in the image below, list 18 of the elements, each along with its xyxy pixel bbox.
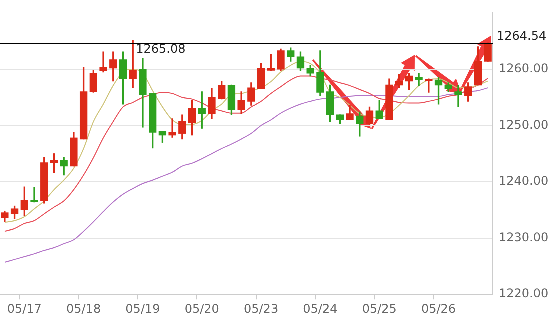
y-tick-label: 1250.00 — [499, 118, 549, 132]
x-tick-label: 05/20 — [184, 302, 220, 316]
annotation: 1265.08 — [136, 42, 186, 56]
y-tick-label: 1230.00 — [499, 230, 549, 244]
x-tick-label: 05/19 — [126, 302, 160, 316]
x-tick-label: 05/18 — [66, 302, 102, 316]
x-tick-label: 05/24 — [303, 302, 338, 316]
candlestick — [168, 118, 176, 138]
candlestick — [454, 85, 462, 108]
x-tick-label: 05/23 — [244, 302, 279, 316]
x-tick-label: 05/25 — [362, 302, 397, 316]
y-tick-label: 1260.00 — [499, 62, 549, 76]
y-tick-label: 1220.00 — [499, 286, 549, 301]
y-tick-label: 1240.00 — [499, 174, 549, 188]
x-tick-label: 05/17 — [7, 302, 42, 316]
candlestick — [100, 52, 108, 73]
ref-line-label: 1264.54 — [497, 29, 547, 44]
x-tick-label: 05/26 — [421, 302, 456, 316]
